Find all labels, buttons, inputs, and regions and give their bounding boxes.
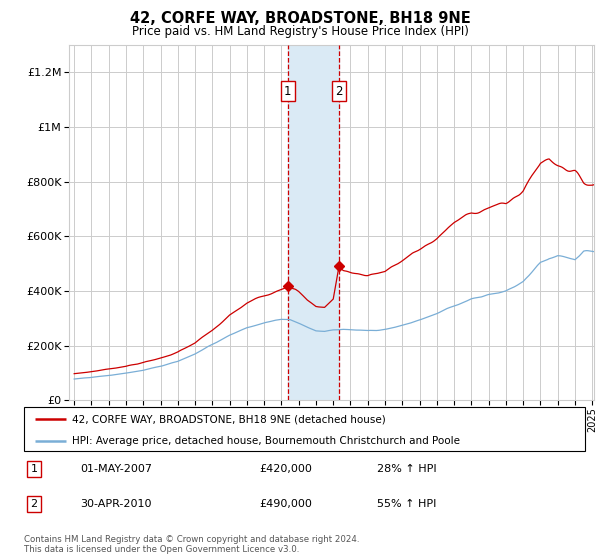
Text: 30-APR-2010: 30-APR-2010: [80, 499, 152, 509]
Text: Contains HM Land Registry data © Crown copyright and database right 2024.
This d: Contains HM Land Registry data © Crown c…: [24, 535, 359, 554]
Text: Price paid vs. HM Land Registry's House Price Index (HPI): Price paid vs. HM Land Registry's House …: [131, 25, 469, 38]
Bar: [288, 45, 339, 400]
Text: 1: 1: [284, 85, 292, 97]
Text: 42, CORFE WAY, BROADSTONE, BH18 9NE (detached house): 42, CORFE WAY, BROADSTONE, BH18 9NE (det…: [71, 414, 385, 424]
Text: 28% ↑ HPI: 28% ↑ HPI: [377, 464, 437, 474]
FancyBboxPatch shape: [24, 407, 585, 451]
Text: HPI: Average price, detached house, Bournemouth Christchurch and Poole: HPI: Average price, detached house, Bour…: [71, 436, 460, 446]
Text: £490,000: £490,000: [260, 499, 313, 509]
Text: 1: 1: [31, 464, 38, 474]
Text: 01-MAY-2007: 01-MAY-2007: [80, 464, 152, 474]
Text: 2: 2: [31, 499, 38, 509]
Text: £420,000: £420,000: [260, 464, 313, 474]
Text: 55% ↑ HPI: 55% ↑ HPI: [377, 499, 437, 509]
Text: 2: 2: [335, 85, 343, 97]
Text: 42, CORFE WAY, BROADSTONE, BH18 9NE: 42, CORFE WAY, BROADSTONE, BH18 9NE: [130, 11, 470, 26]
